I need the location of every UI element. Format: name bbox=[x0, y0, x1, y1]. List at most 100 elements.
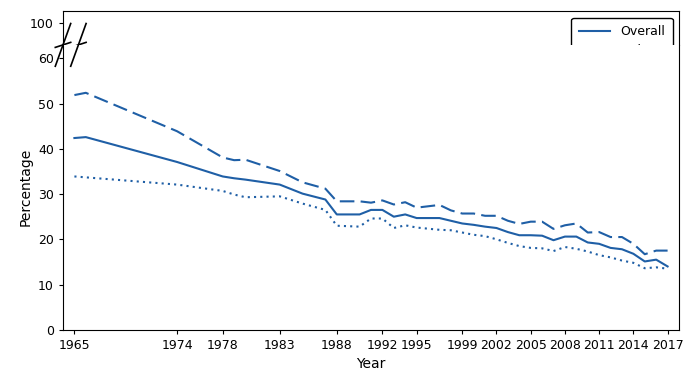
Male bbox=[640, 252, 649, 257]
Female bbox=[572, 246, 580, 251]
Overall bbox=[356, 212, 364, 217]
Male bbox=[173, 129, 181, 133]
Overall bbox=[82, 135, 90, 139]
Female bbox=[470, 232, 478, 237]
Overall bbox=[629, 252, 638, 256]
Male bbox=[584, 230, 592, 235]
Overall bbox=[230, 176, 238, 180]
Male bbox=[412, 205, 421, 210]
Line: Overall: Overall bbox=[74, 137, 668, 266]
Male bbox=[515, 222, 524, 226]
Male bbox=[82, 91, 90, 95]
Female bbox=[276, 194, 284, 199]
Male bbox=[390, 202, 398, 207]
Overall bbox=[664, 264, 672, 269]
Male bbox=[606, 235, 615, 239]
Male bbox=[70, 93, 78, 97]
Male bbox=[504, 218, 512, 223]
Female bbox=[82, 175, 90, 180]
Overall bbox=[390, 215, 398, 219]
Female bbox=[538, 246, 546, 251]
Overall bbox=[595, 241, 603, 246]
Female bbox=[241, 195, 250, 199]
Overall bbox=[526, 233, 535, 238]
Male bbox=[321, 186, 330, 191]
Female bbox=[218, 189, 227, 193]
Male bbox=[367, 200, 375, 205]
Overall bbox=[218, 174, 227, 179]
Male bbox=[618, 235, 626, 239]
Overall bbox=[561, 234, 569, 239]
Overall bbox=[298, 191, 307, 196]
Female bbox=[584, 249, 592, 254]
Female bbox=[652, 265, 660, 269]
Female bbox=[435, 227, 444, 232]
Overall bbox=[70, 136, 78, 140]
Female bbox=[640, 266, 649, 271]
Female bbox=[526, 246, 535, 250]
Female bbox=[332, 224, 341, 228]
Overall bbox=[584, 240, 592, 245]
Female bbox=[412, 225, 421, 230]
Overall bbox=[515, 233, 524, 238]
Male bbox=[401, 200, 410, 205]
Male bbox=[652, 248, 660, 253]
Overall bbox=[401, 212, 410, 217]
Overall bbox=[321, 197, 330, 202]
Male bbox=[470, 211, 478, 216]
Overall bbox=[276, 182, 284, 187]
Overall bbox=[492, 226, 500, 230]
Overall bbox=[550, 238, 558, 243]
Male bbox=[538, 219, 546, 224]
Overall bbox=[435, 216, 444, 220]
Female bbox=[629, 260, 638, 265]
Male bbox=[356, 199, 364, 204]
Overall bbox=[640, 259, 649, 264]
Female bbox=[390, 226, 398, 230]
Female bbox=[515, 244, 524, 248]
Female bbox=[230, 192, 238, 197]
Overall bbox=[481, 224, 489, 229]
Overall bbox=[241, 177, 250, 182]
Male bbox=[241, 157, 250, 162]
Female bbox=[504, 241, 512, 245]
Female bbox=[378, 216, 386, 221]
Male bbox=[492, 213, 500, 218]
Line: Female: Female bbox=[74, 177, 668, 269]
Male bbox=[435, 203, 444, 207]
Male bbox=[276, 169, 284, 173]
Male bbox=[595, 230, 603, 234]
Male bbox=[332, 199, 341, 204]
Male bbox=[526, 219, 535, 224]
Female bbox=[481, 234, 489, 238]
Female bbox=[367, 216, 375, 221]
Line: Male: Male bbox=[74, 93, 668, 254]
Overall bbox=[412, 216, 421, 220]
Male bbox=[447, 208, 455, 213]
Male bbox=[550, 227, 558, 231]
Overall bbox=[504, 230, 512, 234]
Male bbox=[218, 155, 227, 160]
Overall bbox=[378, 208, 386, 212]
Female bbox=[70, 174, 78, 179]
Y-axis label: Percentage: Percentage bbox=[18, 148, 32, 226]
Overall bbox=[572, 234, 580, 239]
Overall bbox=[606, 246, 615, 250]
Female bbox=[606, 255, 615, 260]
Overall bbox=[458, 221, 466, 226]
Female bbox=[595, 253, 603, 257]
Female bbox=[550, 249, 558, 253]
Male bbox=[572, 221, 580, 226]
Overall bbox=[367, 208, 375, 212]
Overall bbox=[332, 212, 341, 217]
Male bbox=[629, 241, 638, 246]
Overall bbox=[652, 257, 660, 262]
Female bbox=[173, 182, 181, 187]
Male bbox=[230, 158, 238, 163]
Male bbox=[298, 180, 307, 185]
Male bbox=[458, 211, 466, 216]
Overall bbox=[173, 160, 181, 164]
Female bbox=[298, 201, 307, 206]
Female bbox=[321, 208, 330, 212]
Overall bbox=[447, 218, 455, 223]
